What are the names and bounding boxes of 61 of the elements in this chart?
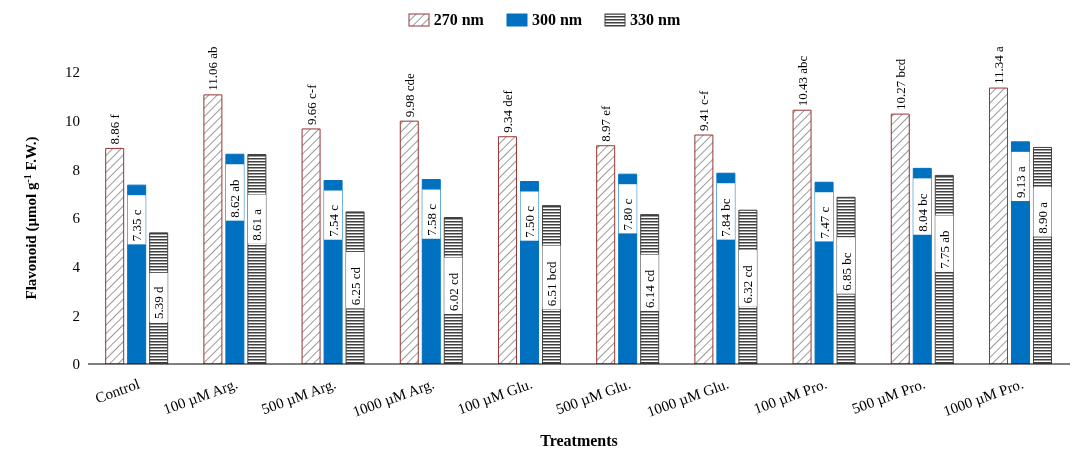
- data-label: 7.47 c: [816, 206, 832, 239]
- data-label: 10.27 bcd: [892, 58, 908, 111]
- y-tick-label: 6: [72, 210, 81, 227]
- x-tick-label: 500 µM Arg.: [259, 375, 339, 418]
- data-label: 9.34 def: [499, 89, 515, 133]
- y-tick-label: 12: [65, 64, 80, 81]
- data-label: 6.02 cd: [445, 272, 461, 311]
- y-tick-label: 10: [65, 112, 80, 129]
- x-axis-title: Treatments: [540, 432, 618, 449]
- data-label: 6.14 cd: [642, 269, 658, 308]
- data-label: 7.50 c: [521, 205, 537, 238]
- x-tick-label: 100 µM Pro.: [751, 375, 830, 417]
- data-label: 7.75 ab: [936, 230, 952, 269]
- bar: [988, 87, 1008, 364]
- data-label: 6.85 bc: [838, 252, 854, 291]
- data-label: 8.04 bc: [914, 193, 930, 232]
- data-label: 11.34 a: [990, 46, 1006, 85]
- x-tick-label: 1000 µM Arg.: [350, 375, 437, 420]
- bar: [497, 136, 517, 364]
- data-label: 6.32 cd: [740, 264, 756, 304]
- data-label: 7.84 bc: [718, 198, 734, 237]
- x-tick-label: 500 µM Glu.: [553, 375, 633, 418]
- data-label: 10.43 abc: [794, 55, 810, 107]
- x-tick-label: 1000 µM Pro.: [941, 375, 1026, 420]
- data-label: 9.66 c-f: [303, 83, 319, 125]
- y-tick-label: 4: [72, 258, 81, 275]
- data-label: 8.90 a: [1034, 201, 1050, 234]
- bar: [399, 120, 419, 364]
- y-tick-label: 0: [72, 356, 80, 373]
- bar: [596, 145, 616, 364]
- x-tick-label: 100 µM Glu.: [455, 375, 535, 418]
- data-label: 7.58 c: [423, 203, 439, 236]
- data-label: 5.39 d: [151, 286, 167, 320]
- data-label: 6.25 cd: [347, 266, 363, 306]
- x-tick-label: 500 µM Pro.: [849, 375, 928, 417]
- legend-label: 270 nm: [433, 11, 484, 29]
- legend-label: 300 nm: [531, 11, 583, 29]
- y-tick-label: 8: [72, 161, 80, 178]
- data-label: 9.13 a: [1012, 166, 1028, 199]
- data-label: 9.41 c-f: [696, 89, 712, 132]
- data-label: 7.35 c: [129, 209, 145, 242]
- bar: [694, 134, 714, 364]
- data-label: 7.80 c: [620, 198, 636, 231]
- legend-label: 330 nm: [630, 11, 681, 29]
- data-label: 8.61 a: [249, 208, 265, 241]
- data-label: 8.86 f: [107, 113, 123, 145]
- data-label: 11.06 ab: [205, 46, 221, 91]
- x-tick-label: 100 µM Arg.: [161, 375, 240, 418]
- bar: [301, 128, 321, 364]
- y-tick-label: 2: [72, 307, 80, 324]
- x-tick-label: Control: [93, 375, 142, 407]
- data-label: 6.51 bcd: [543, 260, 559, 307]
- data-label: 9.98 cde: [401, 72, 417, 118]
- bar: [890, 113, 910, 364]
- data-label: 7.54 c: [325, 204, 341, 237]
- bar: [203, 94, 223, 364]
- bar: [792, 109, 812, 364]
- data-label: 8.97 ef: [598, 104, 614, 142]
- x-tick-label: 1000 µM Glu.: [644, 375, 731, 420]
- bar: [105, 147, 125, 364]
- data-label: 8.62 ab: [227, 179, 243, 218]
